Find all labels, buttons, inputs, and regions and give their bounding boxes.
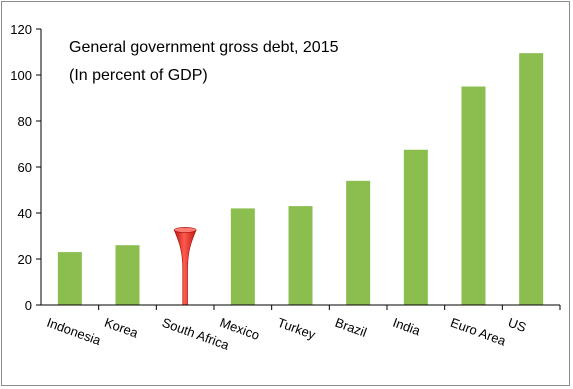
x-tick-label: US <box>506 315 528 335</box>
y-tick-label: 100 <box>10 68 32 83</box>
bar-mexico <box>230 208 255 305</box>
chart-subtitle: (In percent of GDP) <box>69 67 208 84</box>
funnel-body <box>173 229 197 306</box>
x-tick-label: Turkey <box>275 315 317 343</box>
x-tick-label: Brazil <box>333 315 369 340</box>
x-tick-label: Korea <box>102 315 140 341</box>
bar-indonesia <box>57 252 82 305</box>
funnel-rim <box>173 227 197 233</box>
bar-brazil <box>346 180 371 305</box>
bars <box>57 53 561 310</box>
bar-turkey <box>288 206 313 305</box>
y-tick-label: 80 <box>18 114 32 129</box>
bar-euro-area <box>461 86 486 305</box>
x-tick-label: India <box>391 315 423 339</box>
y-axis-ticks: 0 20 40 60 80 100 120 <box>10 22 41 313</box>
bar-india <box>403 149 428 305</box>
bar-south-africa <box>173 227 197 306</box>
chart-title: General government gross debt, 2015 <box>69 39 339 56</box>
bar-us <box>519 53 544 306</box>
bar-korea <box>115 245 140 305</box>
x-tick-label: Euro Area <box>448 315 508 349</box>
y-tick-label: 40 <box>18 206 32 221</box>
y-tick-label: 20 <box>18 252 32 267</box>
x-tick-label: Indonesia <box>45 315 104 349</box>
y-tick-label: 60 <box>18 160 32 175</box>
y-tick-label: 0 <box>25 298 32 313</box>
y-tick-label: 120 <box>10 22 32 37</box>
